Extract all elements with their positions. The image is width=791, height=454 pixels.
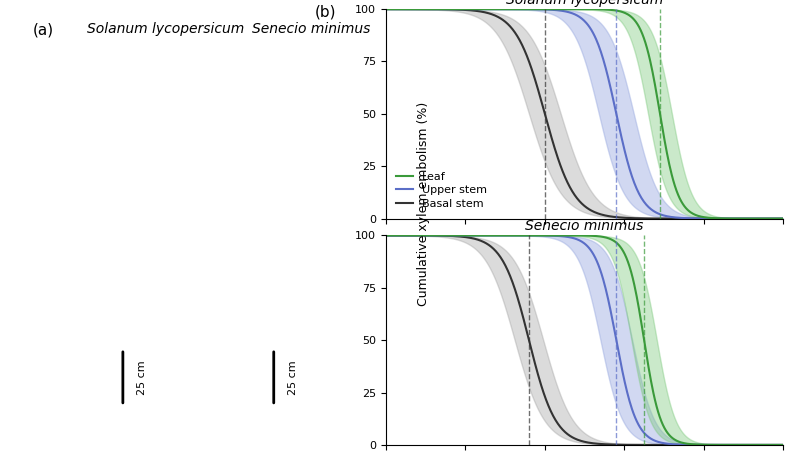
Text: 25 cm: 25 cm: [137, 360, 147, 395]
Text: Solanum lycopersicum: Solanum lycopersicum: [87, 22, 244, 36]
Text: Cumulative xylem embolism (%): Cumulative xylem embolism (%): [417, 102, 430, 306]
Text: (a): (a): [33, 22, 54, 37]
Legend: Leaf, Upper stem, Basal stem: Leaf, Upper stem, Basal stem: [392, 168, 491, 213]
Title: Senecio minimus: Senecio minimus: [525, 219, 644, 233]
Text: (b): (b): [315, 5, 336, 20]
Text: Senecio minimus: Senecio minimus: [252, 22, 370, 36]
Text: 25 cm: 25 cm: [288, 360, 298, 395]
Title: Solanum lycopersicum: Solanum lycopersicum: [506, 0, 663, 6]
